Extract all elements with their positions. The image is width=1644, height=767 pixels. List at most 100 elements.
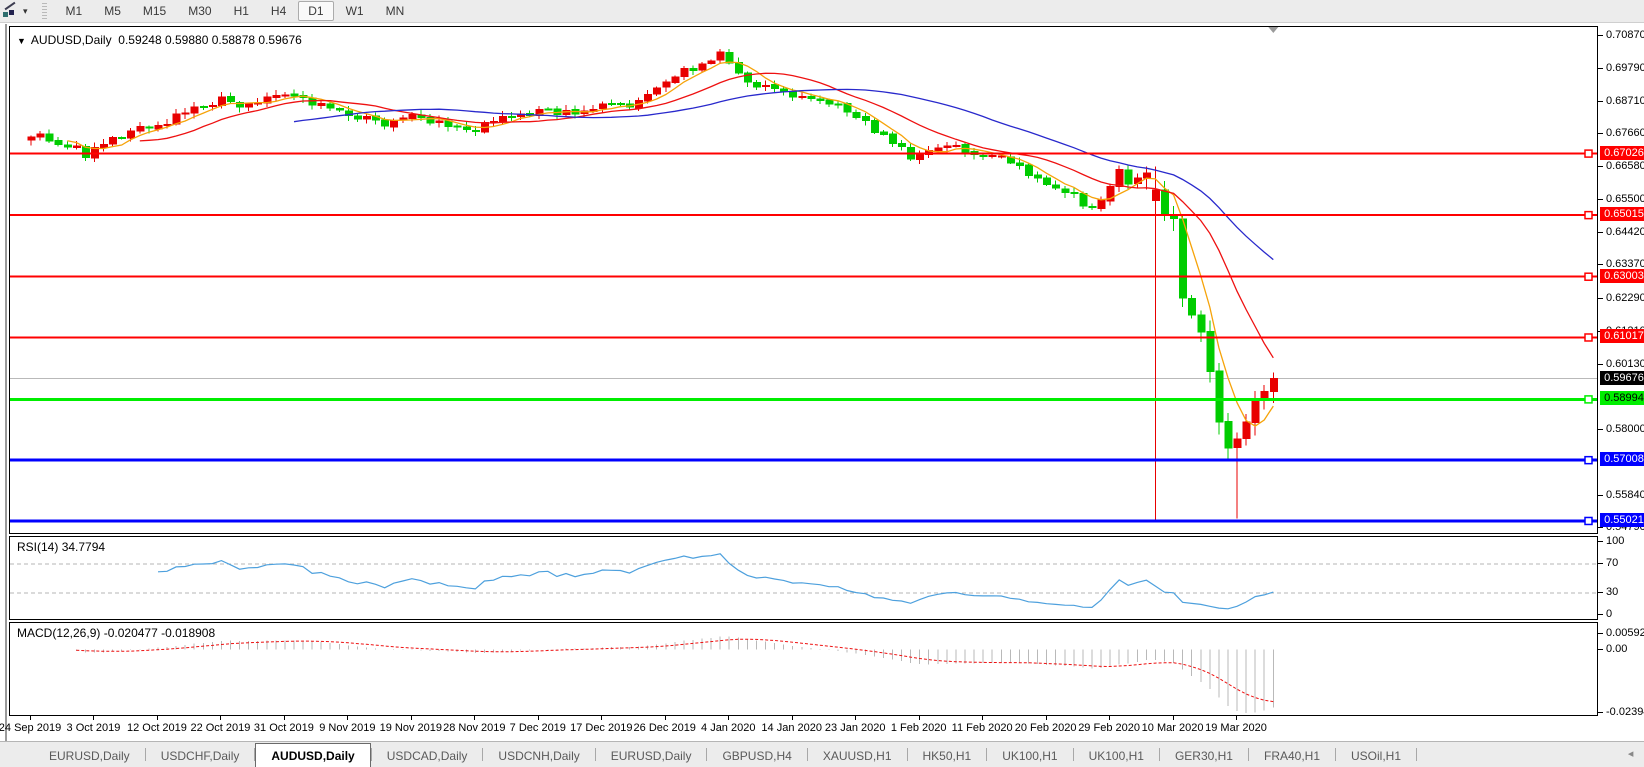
price-tick: 0.69790	[1606, 62, 1644, 74]
chart-tab-hk50-h1[interactable]: HK50,H1	[908, 744, 987, 767]
toolbar-grip	[42, 3, 47, 19]
macd-label: MACD(12,26,9) -0.020477 -0.018908	[17, 626, 215, 640]
date-tick-mark	[411, 716, 412, 720]
timeframe-button-m15[interactable]: M15	[133, 1, 176, 21]
date-tick-mark	[792, 716, 793, 720]
price-tick: 0.55840	[1606, 489, 1644, 501]
date-tick-mark	[665, 716, 666, 720]
current-price-label: 0.59676	[1600, 371, 1644, 385]
level-price-label: 0.63003	[1600, 269, 1644, 283]
date-tick-mark	[1236, 716, 1237, 720]
level-price-label: 0.61017	[1600, 329, 1644, 343]
timeframe-button-d1[interactable]: D1	[298, 1, 333, 21]
chart-cursor-tool-icon[interactable]	[1, 3, 21, 19]
date-tick-mark	[728, 716, 729, 720]
level-price-label: 0.58994	[1600, 391, 1644, 405]
date-tick-mark	[474, 716, 475, 720]
macd-tick: 0.00	[1606, 643, 1627, 655]
chart-tab-eurusd-daily[interactable]: EURUSD,Daily	[596, 744, 707, 767]
symbol-title: AUDUSD,Daily	[31, 33, 112, 47]
line-handle[interactable]	[1585, 150, 1592, 157]
date-tick-mark	[93, 716, 94, 720]
timeframe-button-h4[interactable]: H4	[261, 1, 296, 21]
tab-scroll-arrows[interactable]: ◂ ▸	[1628, 747, 1644, 760]
rsi-panel[interactable]: RSI(14) 34.7794	[9, 536, 1598, 620]
date-tick-mark	[1173, 716, 1174, 720]
rsi-chart-svg[interactable]	[10, 537, 1597, 619]
rsi-line	[158, 554, 1273, 609]
chart-tab-gbpusd-h4[interactable]: GBPUSD,H4	[707, 744, 806, 767]
date-tick-mark	[538, 716, 539, 720]
chart-tab-ger30-h1[interactable]: GER30,H1	[1160, 744, 1248, 767]
chart-tab-audusd-daily[interactable]: AUDUSD,Daily	[255, 743, 370, 767]
date-tick-mark	[284, 716, 285, 720]
timeframe-button-h1[interactable]: H1	[224, 1, 259, 21]
price-tick: 0.68710	[1606, 95, 1644, 107]
line-handle[interactable]	[1585, 212, 1592, 219]
price-tick: 0.65500	[1606, 193, 1644, 205]
macd-chart-svg[interactable]	[10, 623, 1597, 715]
rsi-tick: 70	[1606, 557, 1618, 569]
price-tick: 0.58000	[1606, 423, 1644, 435]
chart-tab-usoil-h1[interactable]: USOil,H1	[1336, 744, 1416, 767]
tab-separator	[1416, 748, 1417, 761]
date-tick-mark	[157, 716, 158, 720]
chart-tab-uk100-h1[interactable]: UK100,H1	[1074, 744, 1159, 767]
macd-tick: 0.005923	[1606, 627, 1644, 639]
rsi-tick: 100	[1606, 535, 1624, 547]
candles-layer	[28, 49, 1277, 520]
chart-tab-eurusd-daily[interactable]: EURUSD,Daily	[34, 744, 145, 767]
date-tick-mark	[347, 716, 348, 720]
price-tick: 0.62290	[1606, 292, 1644, 304]
price-tick: 0.70870	[1606, 29, 1644, 41]
chart-shift-marker-icon[interactable]	[1268, 27, 1278, 33]
date-tick-mark	[220, 716, 221, 720]
chart-tab-xauusd-h1[interactable]: XAUUSD,H1	[808, 744, 907, 767]
price-axis: 0.70870 0.69790 0.68710 0.67660 0.66580 0.655…	[1598, 26, 1644, 716]
price-tick: 0.60130	[1606, 358, 1644, 370]
macd-panel[interactable]: MACD(12,26,9) -0.020477 -0.018908	[9, 622, 1598, 716]
fast-ma-line	[67, 62, 1273, 426]
chart-tab-usdchf-daily[interactable]: USDCHF,Daily	[146, 744, 255, 767]
date-label: 19 Mar 2020	[1191, 722, 1281, 734]
date-tick-mark	[855, 716, 856, 720]
rsi-label: RSI(14) 34.7794	[17, 540, 105, 554]
date-tick-mark	[919, 716, 920, 720]
date-tick-mark	[982, 716, 983, 720]
chart-tab-uk100-h1[interactable]: UK100,H1	[987, 744, 1072, 767]
price-chart-svg[interactable]	[10, 27, 1597, 533]
price-tick: 0.66580	[1606, 160, 1644, 172]
timeframe-button-w1[interactable]: W1	[336, 1, 374, 21]
chart-tab-usdcnh-daily[interactable]: USDCNH,Daily	[483, 744, 594, 767]
price-tick: 0.67660	[1606, 127, 1644, 139]
macd-histogram	[76, 637, 1273, 713]
line-handle[interactable]	[1585, 273, 1592, 280]
chart-tab-fra40-h1[interactable]: FRA40,H1	[1249, 744, 1335, 767]
chart-tab-usdcad-daily[interactable]: USDCAD,Daily	[372, 744, 483, 767]
date-tick-mark	[1046, 716, 1047, 720]
level-price-label: 0.57008	[1600, 452, 1644, 466]
timeframe-button-m1[interactable]: M1	[56, 1, 93, 21]
level-price-label: 0.55021	[1600, 513, 1644, 527]
chevron-down-icon[interactable]: ▾	[21, 6, 34, 17]
timeframe-button-mn[interactable]: MN	[376, 1, 415, 21]
price-tick: 0.64420	[1606, 226, 1644, 238]
level-price-label: 0.65015	[1600, 207, 1644, 221]
timeframe-button-m30[interactable]: M30	[178, 1, 221, 21]
date-tick-mark	[30, 716, 31, 720]
line-handle[interactable]	[1585, 334, 1592, 341]
line-handle[interactable]	[1585, 457, 1592, 464]
collapse-triangle-icon[interactable]: ▼	[17, 36, 26, 46]
macd-tick: -0.023944	[1606, 706, 1644, 718]
price-panel[interactable]: ▼ AUDUSD,Daily 0.59248 0.59880 0.58878 0.…	[9, 26, 1598, 534]
timeframe-button-m5[interactable]: M5	[94, 1, 131, 21]
line-handle[interactable]	[1585, 396, 1592, 403]
rsi-tick: 30	[1606, 586, 1618, 598]
line-handle[interactable]	[1585, 517, 1592, 524]
chart-window: ▼ AUDUSD,Daily 0.59248 0.59880 0.58878 0.…	[5, 24, 1644, 741]
chart-title: ▼ AUDUSD,Daily 0.59248 0.59880 0.58878 0.…	[17, 33, 302, 47]
ohlc-values: 0.59248 0.59880 0.58878 0.59676	[118, 33, 302, 47]
